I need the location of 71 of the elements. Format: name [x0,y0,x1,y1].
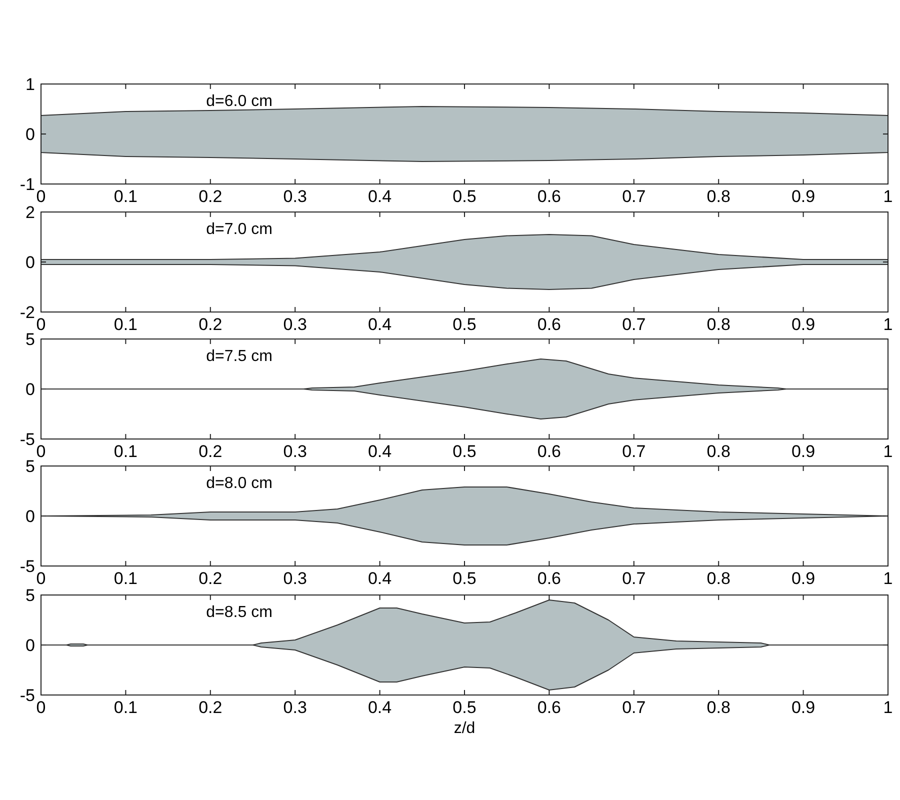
x-tick-label: 0.7 [622,187,646,206]
y-tick-label: -5 [20,430,35,449]
text: d=6.0 cm [206,93,272,110]
x-tick-label: 0.2 [198,187,222,206]
x-tick-label: 0.8 [706,442,730,461]
x-tick-label: 0.1 [114,442,138,461]
x-tick-label: 1 [883,442,893,461]
x-tick-label: 0.8 [706,569,730,588]
x-tick-label: 0.5 [452,569,476,588]
x-tick-label: 0.3 [283,442,307,461]
x-tick-label: 0.1 [114,187,138,206]
y-tick-label: 0 [26,124,35,144]
y-tick-label: 5 [26,456,35,476]
y-tick-label: -1 [20,174,35,194]
x-tick-label: 0.5 [452,442,476,461]
x-tick-label: 1 [883,315,893,334]
x-tick-label: 1 [883,698,893,717]
x-tick-label: 0.6 [537,315,562,334]
x-tick-label: 0.1 [114,569,138,588]
x-tick-label: 0.6 [537,569,562,588]
y-tick-label: 2 [26,202,35,222]
y-tick-label: 1 [26,74,35,94]
x-tick-label: 0.8 [706,187,730,206]
x-tick-label: 0.9 [791,442,816,461]
x-tick-label: 0.2 [198,442,222,461]
x-tick-label: 0.9 [791,698,816,717]
x-tick-label: 0.3 [283,315,307,334]
x-tick-label: 0.2 [198,315,222,334]
x-tick-label: 0.7 [622,698,646,717]
y-tick-label: 0 [26,506,35,526]
x-tick-label: 0.3 [283,187,307,206]
y-tick-label: 0 [26,636,35,655]
x-tick-label: 0.7 [622,569,646,588]
x-tick-label: 0.8 [706,698,730,717]
x-tick-label: 0.7 [622,442,646,461]
x-tick-label: 0.5 [452,698,476,717]
x-tick-label: 0.5 [452,315,476,334]
text: d=7.5 cm [206,348,272,365]
x-tick-label: 0.9 [791,569,816,588]
text: d=8.0 cm [206,475,272,492]
x-tick-label: 0.1 [114,698,138,717]
text: d=8.5 cm [206,604,272,621]
x-tick-label: 1 [883,569,893,588]
y-tick-label: 5 [26,330,35,349]
x-axis-title: z/d [454,720,476,737]
x-tick-label: 0.5 [452,187,476,206]
x-tick-label: 0.8 [706,315,730,334]
y-tick-label: -5 [20,686,35,705]
x-tick-label: 1 [883,187,893,206]
x-tick-label: 0.6 [537,442,562,461]
y-tick-label: -5 [20,556,35,576]
y-tick-label: 5 [26,586,35,605]
text: d=7.0 cm [206,221,272,238]
x-tick-label: 0.9 [791,315,816,334]
x-tick-label: 0.4 [368,187,392,206]
x-tick-label: 0.9 [791,187,816,206]
x-tick-label: 0.3 [283,569,307,588]
x-tick-label: 0.2 [198,698,222,717]
x-tick-label: 0.6 [537,698,562,717]
y-tick-label: 0 [26,252,35,272]
x-tick-label: 0.4 [368,569,392,588]
x-tick-label: 0.7 [622,315,646,334]
x-tick-label: 0.4 [368,698,392,717]
y-tick-label: -2 [20,302,35,322]
x-tick-label: 0.6 [537,187,562,206]
x-tick-label: 0.4 [368,315,392,334]
x-tick-label: 0.3 [283,698,307,717]
y-tick-label: 0 [26,380,35,399]
x-tick-label: 0.2 [198,569,222,588]
x-tick-label: 0.1 [114,315,138,334]
x-tick-label: 0.4 [368,442,392,461]
